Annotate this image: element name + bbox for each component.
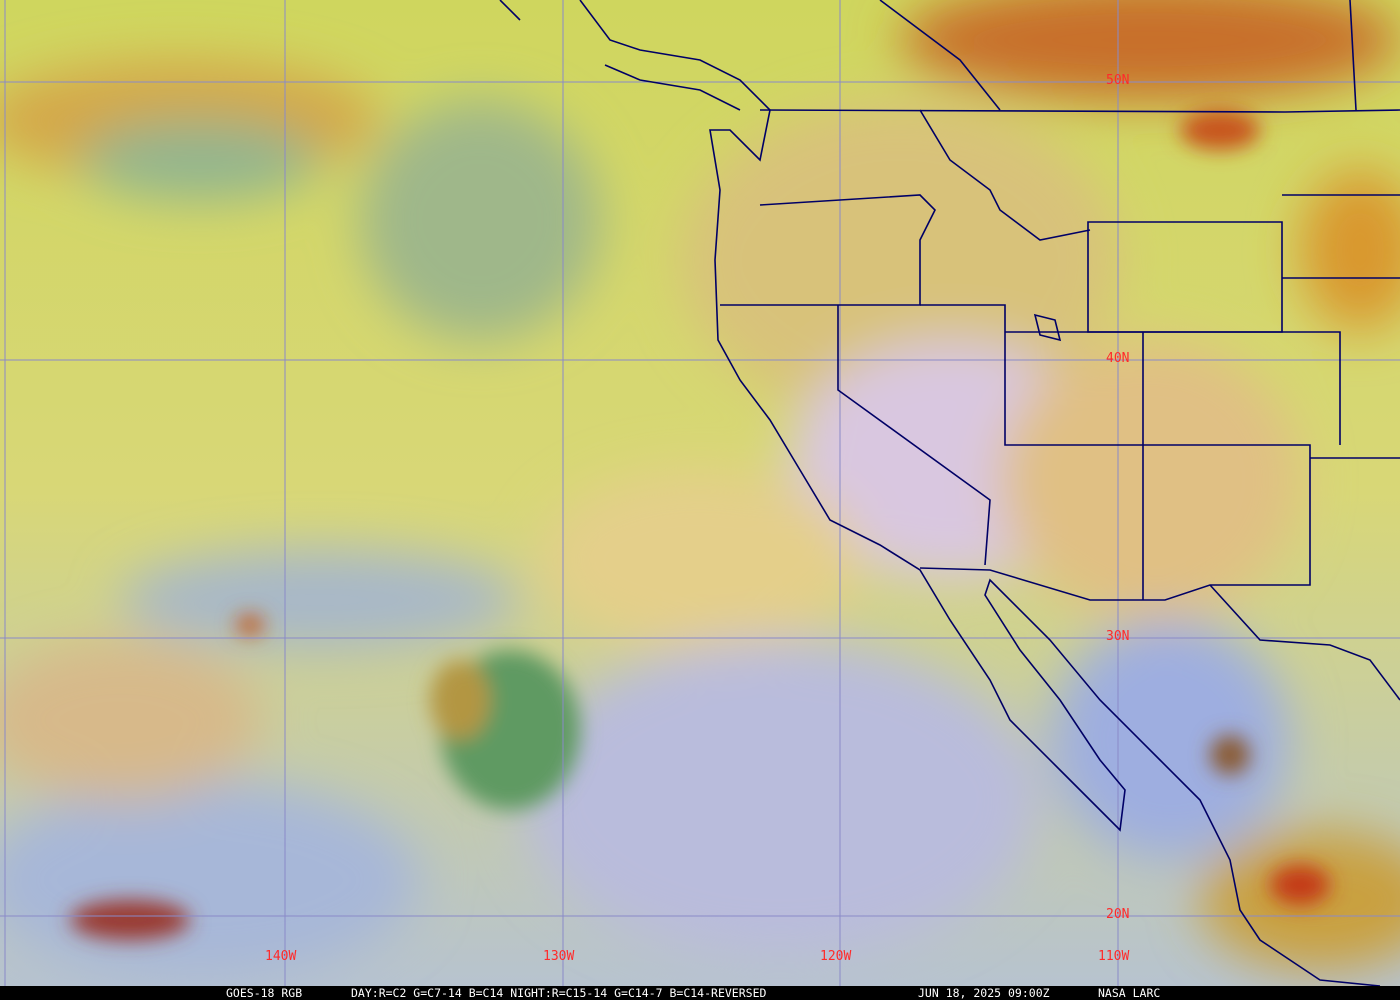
datetime: JUN 18, 2025 09:00Z	[918, 986, 1050, 1000]
caption-bar: GOES-18 RGB DAY:R=C2 G=C7-14 B=C14 NIGHT…	[0, 986, 1400, 1000]
lon-label-110w: 110W	[1098, 949, 1129, 964]
channel-recipe: DAY:R=C2 G=C7-14 B=C14 NIGHT:R=C15-14 G=…	[351, 986, 767, 1000]
credit: NASA LARC	[1098, 986, 1161, 1000]
latitude-labels: 50N 40N 30N 20N	[1106, 73, 1129, 922]
lat-label-30n: 30N	[1106, 629, 1129, 644]
longitude-labels: 140W 130W 120W 110W	[265, 949, 1129, 964]
lon-label-120w: 120W	[820, 949, 851, 964]
lat-label-40n: 40N	[1106, 351, 1129, 366]
lon-label-140w: 140W	[265, 949, 296, 964]
coastlines-and-borders	[499, 0, 1400, 986]
lat-label-20n: 20N	[1106, 907, 1129, 922]
lon-label-130w: 130W	[543, 949, 574, 964]
product-name: GOES-18 RGB	[226, 986, 303, 1000]
lat-label-50n: 50N	[1106, 73, 1129, 88]
cloud-cells	[70, 110, 1330, 940]
